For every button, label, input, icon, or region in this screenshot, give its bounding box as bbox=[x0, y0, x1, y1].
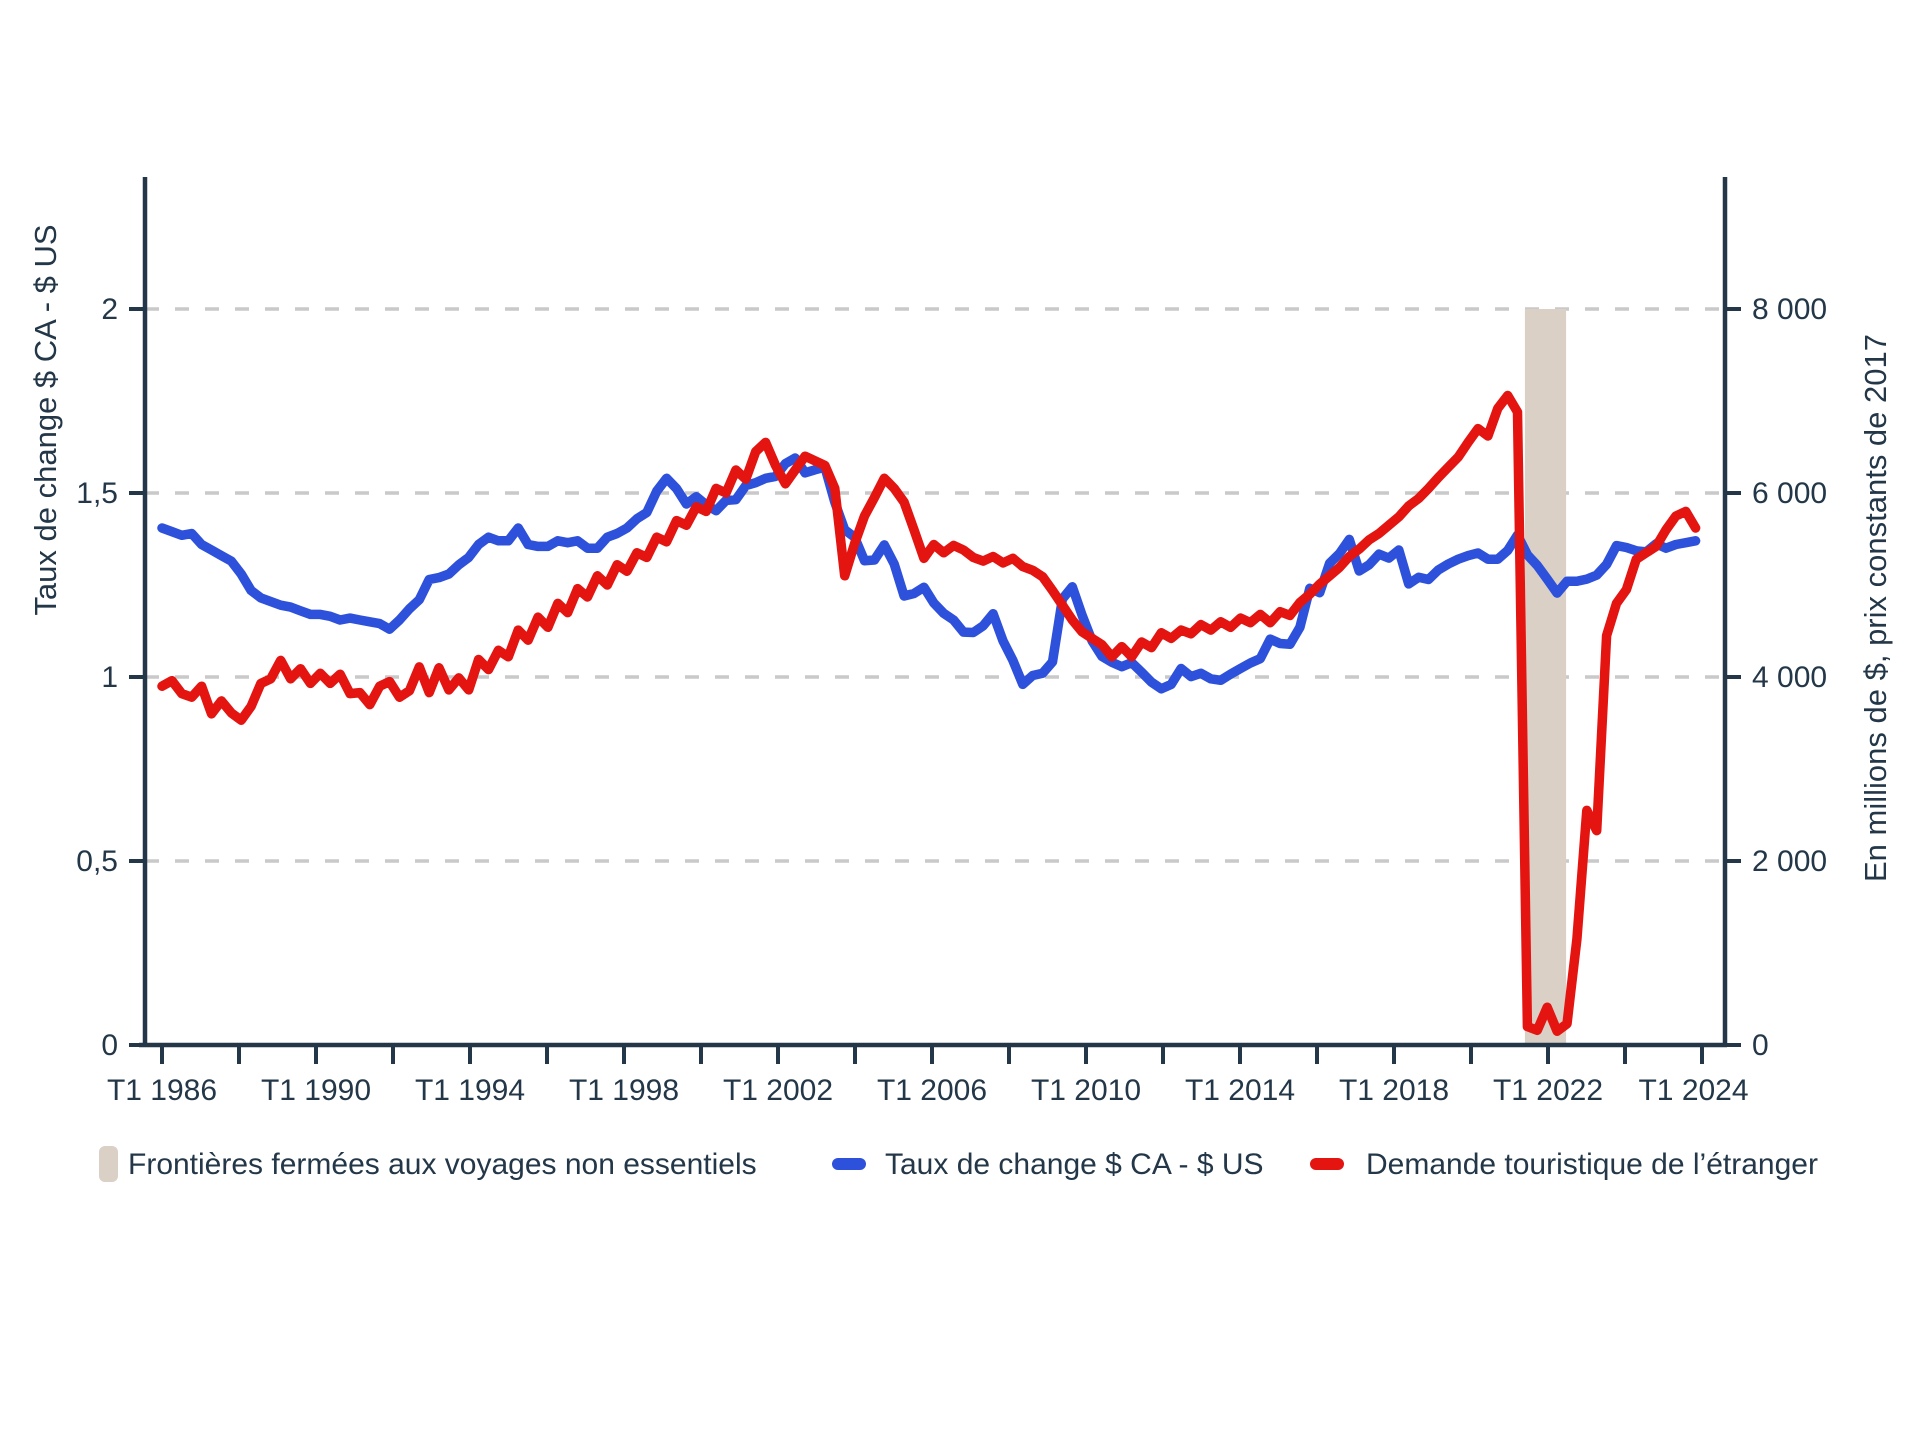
legend-item-border-closure: Frontières fermées aux voyages non essen… bbox=[128, 1148, 757, 1182]
legend-blue-line-swatch bbox=[832, 1158, 866, 1170]
border-closure-band bbox=[1524, 309, 1567, 1043]
right-axis-tick-label: 4 000 bbox=[1752, 661, 1827, 694]
left-axis-title: Taux de change $ CA - $ US bbox=[28, 224, 63, 616]
x-axis-label: T1 1994 bbox=[415, 1074, 525, 1107]
x-axis-label: T1 1990 bbox=[261, 1074, 371, 1107]
x-axis-label: T1 2010 bbox=[1031, 1074, 1141, 1107]
left-axis-tick-label: 1 bbox=[101, 661, 118, 694]
left-axis-tick-label: 1,5 bbox=[76, 477, 118, 510]
x-axis-label: T1 2018 bbox=[1339, 1074, 1449, 1107]
x-axis-label: T1 2022 bbox=[1493, 1074, 1603, 1107]
legend-item-exchange-rate: Taux de change $ CA - $ US bbox=[885, 1148, 1264, 1182]
legend-band-swatch bbox=[99, 1146, 118, 1182]
legend-red-line-swatch bbox=[1310, 1158, 1344, 1170]
right-axis-title: En millions de $, prix constants de 2017 bbox=[1858, 334, 1893, 882]
left-axis-tick-label: 2 bbox=[101, 293, 118, 326]
right-axis-tick-label: 0 bbox=[1752, 1029, 1769, 1062]
legend-item-tourism-demand: Demande touristique de l’étranger bbox=[1366, 1148, 1818, 1182]
x-axis-label: T1 2002 bbox=[723, 1074, 833, 1107]
left-axis-tick-label: 0,5 bbox=[76, 845, 118, 878]
left-axis-tick-label: 0 bbox=[101, 1029, 118, 1062]
x-axis-label: T1 2024 bbox=[1638, 1074, 1748, 1107]
legend-red-label: Demande touristique de l’étranger bbox=[1366, 1148, 1818, 1181]
legend-band-label: Frontières fermées aux voyages non essen… bbox=[128, 1148, 757, 1181]
x-axis-label: T1 1986 bbox=[107, 1074, 217, 1107]
x-axis-label: T1 1998 bbox=[569, 1074, 679, 1107]
right-axis-tick-label: 6 000 bbox=[1752, 477, 1827, 510]
right-axis-tick-label: 2 000 bbox=[1752, 845, 1827, 878]
tourism-demand-line bbox=[157, 390, 1701, 1036]
x-axis-label: T1 2014 bbox=[1185, 1074, 1295, 1107]
x-axis-label: T1 2006 bbox=[877, 1074, 987, 1107]
legend-blue-label: Taux de change $ CA - $ US bbox=[885, 1148, 1264, 1181]
right-axis-tick-label: 8 000 bbox=[1752, 293, 1827, 326]
exchange-rate-line bbox=[157, 453, 1701, 694]
